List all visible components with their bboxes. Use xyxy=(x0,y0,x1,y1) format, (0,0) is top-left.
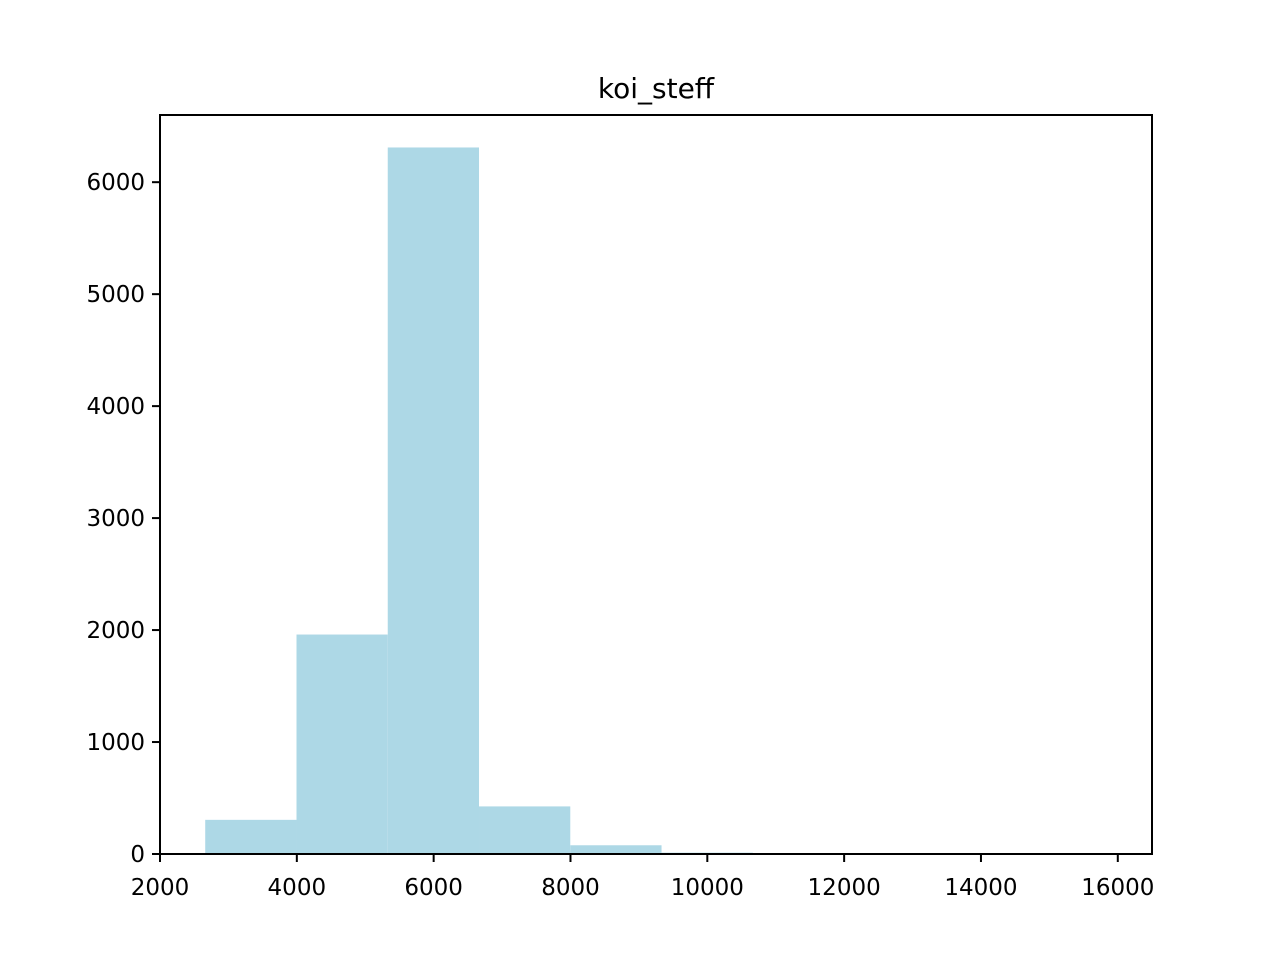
y-axis-ticks: 0 1000 2000 3000 4000 5000 6000 xyxy=(86,170,160,868)
x-tick-label: 12000 xyxy=(808,875,881,901)
x-tick-label: 2000 xyxy=(131,875,190,901)
y-tick-label: 4000 xyxy=(86,394,145,420)
histogram-bar xyxy=(479,806,571,854)
histogram-bar xyxy=(205,819,297,854)
histogram-bar xyxy=(570,845,662,854)
x-tick-label: 6000 xyxy=(404,875,463,901)
y-tick-label: 5000 xyxy=(86,282,145,308)
x-tick-label: 8000 xyxy=(541,875,600,901)
x-axis-ticks: 2000 4000 6000 8000 10000 12000 14000 16000 xyxy=(131,854,1154,901)
plot-frame xyxy=(159,114,1153,855)
chart-title: koi_steff xyxy=(598,72,715,105)
y-tick-label: 3000 xyxy=(86,506,145,532)
histogram-bar xyxy=(296,634,388,854)
y-tick-label: 1000 xyxy=(86,730,145,756)
y-tick-label: 2000 xyxy=(86,618,145,644)
x-tick-label: 4000 xyxy=(268,875,327,901)
y-tick-label: 6000 xyxy=(86,170,145,196)
x-tick-label: 14000 xyxy=(944,875,1017,901)
histogram-bar xyxy=(387,147,480,855)
x-tick-label: 16000 xyxy=(1081,875,1154,901)
bars-layer xyxy=(205,147,753,855)
x-tick-label: 10000 xyxy=(671,875,744,901)
y-tick-label: 0 xyxy=(130,842,145,868)
